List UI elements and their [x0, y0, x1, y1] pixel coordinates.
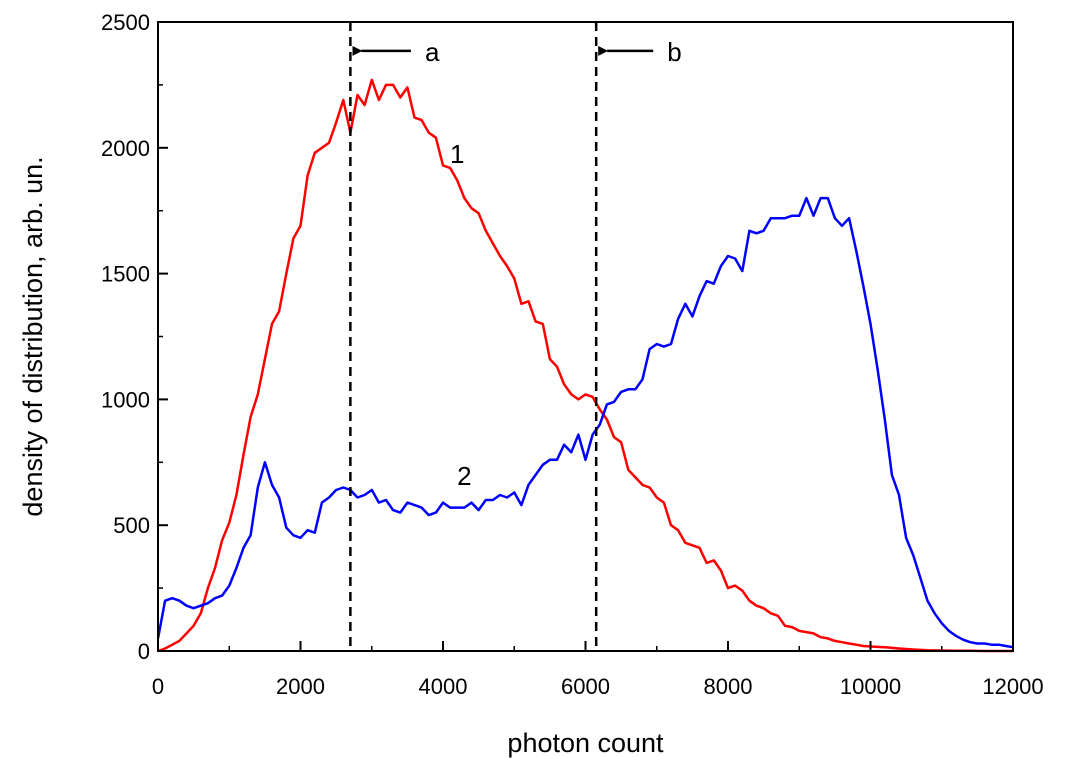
marker-a-label: a: [425, 37, 440, 67]
x-tick-label: 10000: [840, 674, 901, 699]
y-tick-label: 2000: [101, 136, 150, 161]
x-axis-title: photon count: [507, 728, 664, 758]
plot-frame: [157, 21, 1014, 652]
y-tick-label: 1000: [101, 387, 150, 412]
y-tick-label: 500: [113, 513, 150, 538]
x-tick-label: 0: [152, 674, 164, 699]
series-layer: 12: [156, 78, 1014, 653]
y-tick-label: 2500: [101, 10, 150, 35]
tick-layer: 0 2000 4000 6000 8000 10000 120000500100015002…: [101, 10, 1044, 699]
x-tick-label: 8000: [704, 674, 753, 699]
y-tick-label: 1500: [101, 262, 150, 287]
series-2-label: 2: [457, 461, 471, 491]
y-axis-title: density of distribution, arb. un.: [18, 156, 48, 516]
series-1-line: [157, 78, 1013, 653]
series-1-label: 1: [450, 139, 464, 169]
x-tick-label: 4000: [419, 674, 468, 699]
x-tick-label: 6000: [561, 674, 610, 699]
x-tick-label: 2000: [276, 674, 325, 699]
series-2-line: [156, 196, 1014, 649]
marker-b-label: b: [667, 37, 681, 67]
x-tick-label: 12000: [982, 674, 1043, 699]
y-tick-label: 0: [138, 639, 150, 664]
